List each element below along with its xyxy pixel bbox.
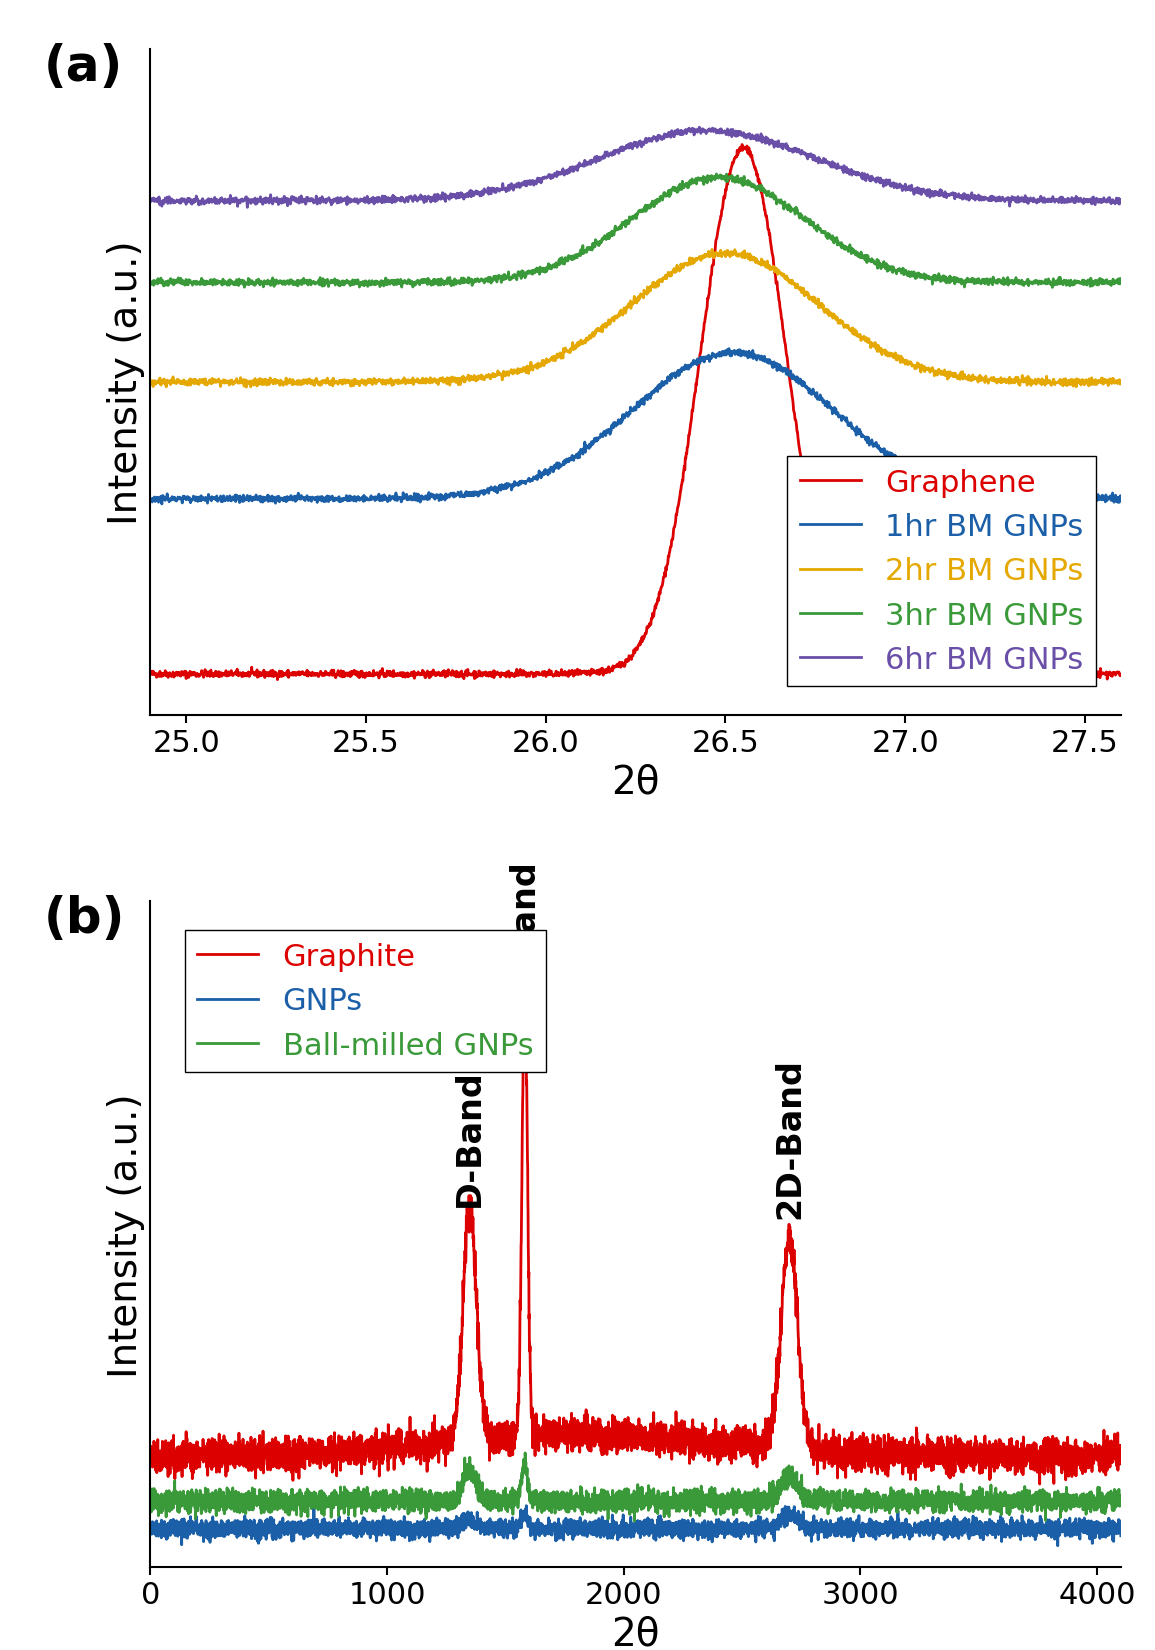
GNPs xyxy=(941,1515,955,1534)
Graphite xyxy=(867,1445,881,1465)
Text: D-Band: D-Band xyxy=(453,1069,486,1206)
2hr BM GNPs xyxy=(705,241,718,261)
Graphene xyxy=(143,663,157,683)
Graphene xyxy=(735,135,748,155)
X-axis label: 2θ: 2θ xyxy=(611,762,660,800)
Ball-milled GNPs xyxy=(514,1475,528,1495)
6hr BM GNPs xyxy=(1113,190,1127,210)
Graphite xyxy=(725,1445,739,1465)
Graphite xyxy=(514,1236,528,1256)
Legend: Graphene, 1hr BM GNPs, 2hr BM GNPs, 3hr BM GNPs, 6hr BM GNPs: Graphene, 1hr BM GNPs, 2hr BM GNPs, 3hr … xyxy=(788,457,1095,686)
6hr BM GNPs xyxy=(590,147,604,167)
6hr BM GNPs xyxy=(1086,188,1100,208)
Graphite xyxy=(517,980,531,1000)
2hr BM GNPs xyxy=(616,305,629,325)
Ball-milled GNPs xyxy=(143,1488,157,1508)
1hr BM GNPs xyxy=(616,406,629,426)
3hr BM GNPs xyxy=(908,267,922,287)
1hr BM GNPs xyxy=(155,495,169,515)
1hr BM GNPs xyxy=(1113,488,1127,508)
6hr BM GNPs xyxy=(908,183,922,203)
2hr BM GNPs xyxy=(1086,375,1100,394)
1hr BM GNPs xyxy=(1086,493,1100,513)
1hr BM GNPs xyxy=(722,340,736,360)
3hr BM GNPs xyxy=(1086,272,1100,292)
GNPs xyxy=(1050,1536,1064,1556)
GNPs xyxy=(514,1518,528,1538)
Ball-milled GNPs xyxy=(320,1492,334,1511)
GNPs xyxy=(320,1513,334,1533)
1hr BM GNPs xyxy=(590,432,604,452)
3hr BM GNPs xyxy=(709,165,723,185)
Line: Graphene: Graphene xyxy=(150,145,1120,680)
Text: 2D-Band: 2D-Band xyxy=(773,1058,805,1218)
GNPs xyxy=(774,1513,788,1533)
1hr BM GNPs xyxy=(908,462,922,482)
2hr BM GNPs xyxy=(1113,375,1127,394)
2hr BM GNPs xyxy=(908,358,922,378)
Ball-milled GNPs xyxy=(1113,1492,1127,1511)
GNPs xyxy=(143,1520,157,1539)
Ball-milled GNPs xyxy=(725,1478,739,1498)
Y-axis label: Intensity (a.u.): Intensity (a.u.) xyxy=(106,241,144,525)
6hr BM GNPs xyxy=(1086,188,1100,208)
X-axis label: 2θ: 2θ xyxy=(611,1615,660,1650)
6hr BM GNPs xyxy=(193,193,207,213)
Line: Graphite: Graphite xyxy=(150,990,1120,1483)
Line: Ball-milled GNPs: Ball-milled GNPs xyxy=(150,1454,1120,1521)
3hr BM GNPs xyxy=(1113,269,1127,289)
3hr BM GNPs xyxy=(193,276,207,295)
Graphite xyxy=(1113,1449,1127,1468)
Text: (a): (a) xyxy=(44,43,122,91)
Graphite xyxy=(1033,1473,1046,1493)
6hr BM GNPs xyxy=(692,119,706,139)
Text: G-Band: G-Band xyxy=(508,860,541,997)
2hr BM GNPs xyxy=(193,370,207,389)
3hr BM GNPs xyxy=(614,213,628,233)
Graphene xyxy=(1086,663,1100,683)
3hr BM GNPs xyxy=(1045,279,1059,299)
Graphene xyxy=(590,662,604,681)
3hr BM GNPs xyxy=(143,276,157,295)
1hr BM GNPs xyxy=(1086,490,1100,510)
6hr BM GNPs xyxy=(616,137,629,157)
Line: 2hr BM GNPs: 2hr BM GNPs xyxy=(150,251,1120,388)
GNPs xyxy=(725,1515,739,1534)
Graphene xyxy=(270,670,284,690)
Graphene xyxy=(1113,667,1127,686)
Ball-milled GNPs xyxy=(627,1511,641,1531)
Ball-milled GNPs xyxy=(517,1444,531,1464)
Line: 3hr BM GNPs: 3hr BM GNPs xyxy=(150,175,1120,289)
3hr BM GNPs xyxy=(589,234,603,254)
Ball-milled GNPs xyxy=(941,1490,955,1510)
Line: 1hr BM GNPs: 1hr BM GNPs xyxy=(150,350,1120,505)
Legend: Graphite, GNPs, Ball-milled GNPs: Graphite, GNPs, Ball-milled GNPs xyxy=(185,931,545,1072)
Graphene xyxy=(193,665,207,685)
Graphene xyxy=(1086,665,1100,685)
Graphene xyxy=(616,655,629,675)
GNPs xyxy=(1113,1526,1127,1546)
2hr BM GNPs xyxy=(590,320,604,340)
GNPs xyxy=(867,1523,881,1543)
6hr BM GNPs xyxy=(143,191,157,211)
Graphite xyxy=(941,1450,955,1470)
Text: (b): (b) xyxy=(44,894,125,944)
2hr BM GNPs xyxy=(239,378,253,398)
GNPs xyxy=(519,1497,532,1516)
1hr BM GNPs xyxy=(193,487,207,507)
Line: GNPs: GNPs xyxy=(150,1506,1120,1546)
6hr BM GNPs xyxy=(240,198,254,218)
Ball-milled GNPs xyxy=(867,1490,881,1510)
3hr BM GNPs xyxy=(1086,276,1100,295)
Graphene xyxy=(908,667,922,686)
Graphite xyxy=(774,1310,788,1330)
Ball-milled GNPs xyxy=(775,1475,789,1495)
1hr BM GNPs xyxy=(143,490,157,510)
2hr BM GNPs xyxy=(143,375,157,394)
Graphite xyxy=(143,1452,157,1472)
Graphite xyxy=(320,1447,334,1467)
Line: 6hr BM GNPs: 6hr BM GNPs xyxy=(150,129,1120,208)
Y-axis label: Intensity (a.u.): Intensity (a.u.) xyxy=(106,1092,144,1376)
2hr BM GNPs xyxy=(1086,373,1100,393)
